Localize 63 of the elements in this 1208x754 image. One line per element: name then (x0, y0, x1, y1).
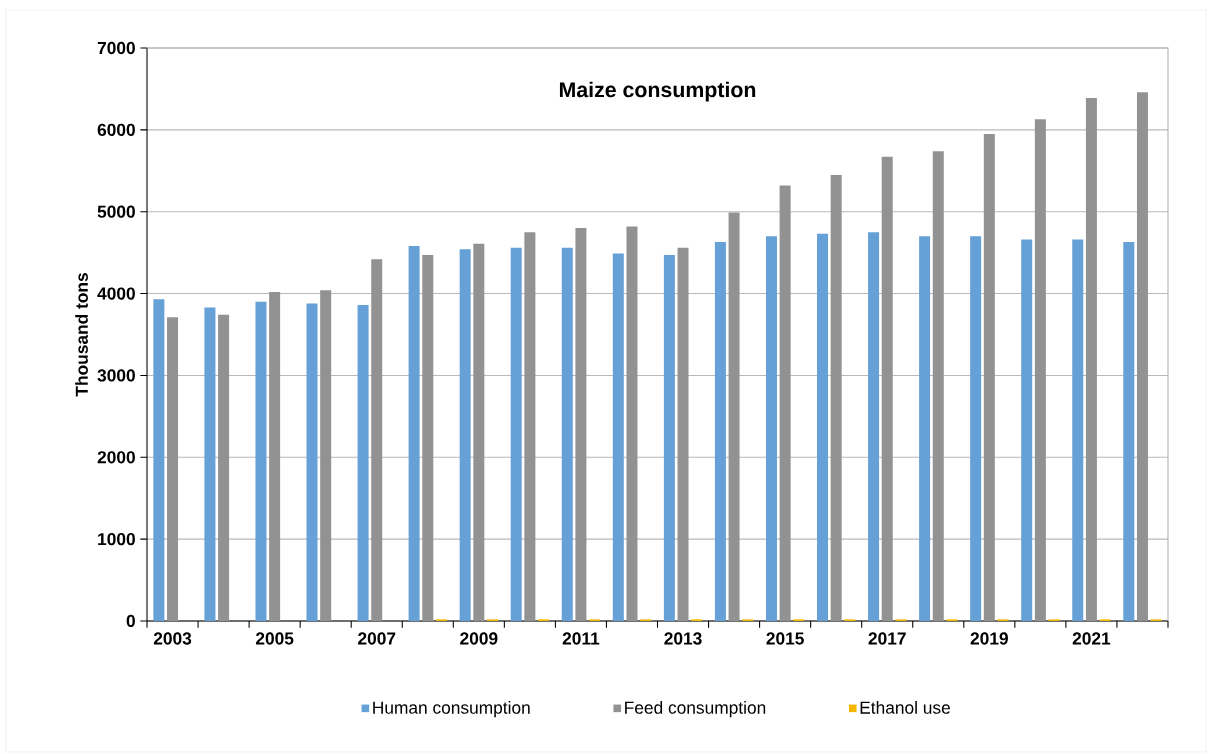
bar (868, 232, 880, 621)
bar (269, 291, 281, 621)
y-tick-label: 3000 (97, 369, 135, 382)
x-tick-label: 2005 (255, 632, 294, 645)
x-tick-label: 2003 (153, 632, 192, 645)
bar (524, 232, 536, 621)
bar (153, 299, 165, 621)
bar (626, 226, 638, 621)
y-axis-title: Thousand tons (75, 273, 88, 397)
text: Maize consumption (559, 81, 756, 102)
bar (1021, 239, 1033, 621)
x-tick-label: 2007 (358, 632, 396, 645)
bar (473, 243, 485, 621)
bar (306, 303, 318, 621)
bar (765, 236, 777, 621)
bar (728, 212, 740, 621)
x-tick-label: 2017 (868, 632, 906, 645)
bar (459, 249, 471, 621)
legend-label: Ethanol use (860, 701, 950, 714)
bar (612, 253, 624, 621)
legend-label: Feed consumption (625, 701, 766, 718)
bar (408, 246, 420, 621)
bar (919, 236, 931, 621)
bar (714, 242, 726, 621)
bar (218, 314, 230, 621)
x-tick-label: 2015 (766, 632, 804, 645)
bar (983, 133, 995, 621)
bar (1034, 119, 1046, 621)
bar (575, 228, 587, 621)
bar (561, 247, 573, 621)
x-tick-label: 2019 (970, 632, 1008, 645)
bar (970, 236, 982, 621)
bar (881, 156, 893, 621)
x-tick-label: 2011 (562, 632, 600, 645)
bar (932, 151, 944, 621)
bar (677, 247, 689, 621)
bar (320, 290, 332, 621)
y-tick-label: 5000 (97, 205, 135, 218)
y-tick-label: 4000 (97, 287, 135, 300)
bar (255, 301, 267, 621)
bar (204, 307, 216, 621)
y-tick-label: 6000 (97, 123, 135, 136)
x-tick-label: 2013 (664, 632, 702, 645)
bar (167, 317, 179, 621)
y-tick-label: 1000 (98, 532, 135, 546)
bar (422, 255, 434, 621)
x-tick-label: 2021 (1072, 632, 1111, 645)
bar (371, 259, 383, 621)
x-tick-label: 2009 (460, 632, 498, 645)
bar (817, 233, 829, 621)
bar (663, 255, 675, 621)
bar (1136, 92, 1148, 621)
legend-label: Human consumption (373, 701, 530, 718)
bar (510, 247, 522, 621)
y-tick-label: 7000 (97, 41, 135, 55)
bar (779, 185, 791, 621)
bar (1085, 97, 1097, 621)
y-tick-label: 2000 (97, 451, 135, 464)
y-tick-label: 0 (126, 614, 135, 628)
bar (830, 174, 842, 621)
bar (1072, 239, 1084, 621)
bar (357, 305, 369, 621)
bar (1123, 242, 1135, 621)
